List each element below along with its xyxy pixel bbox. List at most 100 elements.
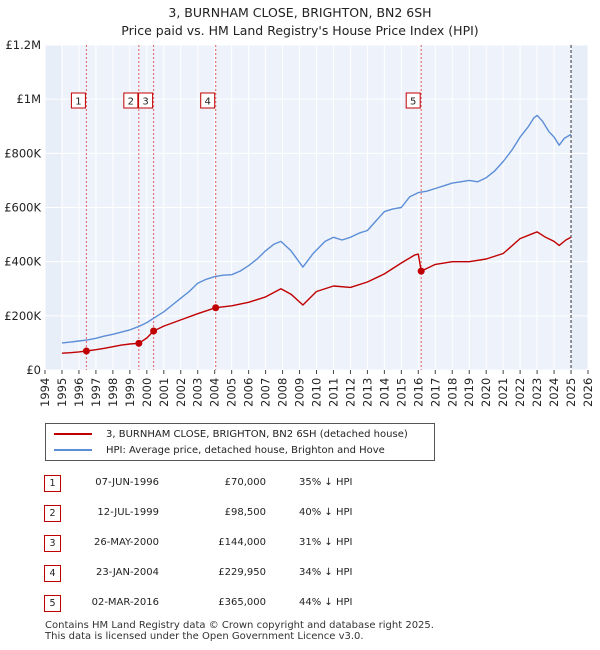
sale-number: 2 [44,505,61,522]
sale-date: 07-JUN-1996 [95,477,159,488]
sale-points [82,267,425,355]
sale-hpi-diff: 35% ↓ HPI [299,477,353,488]
x-tick-label: 2017 [428,378,442,407]
x-tick-label: 2023 [530,378,544,407]
hpi-line [61,114,572,344]
sale-row: 5 02-MAR-2016 £365,000 44% ↓ HPI [44,591,444,621]
x-tick-label: 2008 [276,378,290,407]
sale-point [417,267,425,275]
property-price-line [61,231,572,354]
x-tick-label: 2000 [140,378,154,407]
x-tick-label: 2020 [479,378,493,407]
sale-row: 3 26-MAY-2000 £144,000 31% ↓ HPI [44,531,444,561]
x-tick-label: 1997 [89,378,103,407]
sale-marker-lines [85,45,572,370]
sale-label-box [138,92,154,109]
sale-hpi-diff: 40% ↓ HPI [299,507,353,518]
x-tick-label: 2012 [343,378,357,407]
sale-date: 12-JUL-1999 [97,507,159,518]
x-tick-label: 2004 [208,378,222,407]
x-tick-label: 2005 [225,378,239,407]
sale-price: £365,000 [218,597,266,608]
sale-label-box [405,92,421,109]
x-tick-label: 1999 [123,378,137,407]
legend-swatch-hpi [54,449,92,451]
sale-hpi-diff: 44% ↓ HPI [299,597,353,608]
x-tick-label: 2010 [310,378,324,407]
sale-label-text: 1 [75,97,81,108]
legend-item-hpi: HPI: Average price, detached house, Brig… [54,442,385,458]
sale-label-text: 2 [128,97,134,108]
legend-label-hpi: HPI: Average price, detached house, Brig… [106,444,385,456]
x-tick-label: 2009 [293,378,307,407]
sale-hpi-diff: 34% ↓ HPI [299,567,353,578]
x-tick-label: 2026 [581,378,595,407]
sale-label-box [70,92,86,109]
x-tick-label: 2013 [360,378,374,407]
y-tick-label: £400K [4,255,41,269]
sale-date: 02-MAR-2016 [91,597,159,608]
legend: 3, BURNHAM CLOSE, BRIGHTON, BN2 6SH (det… [45,423,435,461]
sale-point [135,339,143,347]
legend-label-property: 3, BURNHAM CLOSE, BRIGHTON, BN2 6SH (det… [106,428,408,440]
sale-row: 2 12-JUL-1999 £98,500 40% ↓ HPI [44,501,444,531]
sale-label-box [123,92,139,109]
x-tick-label: 2016 [411,378,425,407]
y-tick-label: £200K [4,309,41,323]
title-line-2: Price paid vs. HM Land Registry's House … [121,23,479,38]
sale-price: £70,000 [224,477,266,488]
x-tick-label: 2002 [174,378,188,407]
sale-label-box [200,92,216,109]
sale-point [82,347,90,355]
footer-line-2: This data is licensed under the Open Gov… [45,631,364,642]
y-tick-label: £0 [26,363,41,377]
sales-table: 1 07-JUN-1996 £70,000 35% ↓ HPI 2 12-JUL… [44,471,444,621]
x-tick-label: 2025 [564,378,578,407]
legend-item-property: 3, BURNHAM CLOSE, BRIGHTON, BN2 6SH (det… [54,426,408,442]
y-tick-label: £1M [16,92,41,106]
footer-line-1: Contains HM Land Registry data © Crown c… [45,620,434,631]
series-lines [61,114,572,354]
x-tick-label: 1994 [38,378,52,407]
sale-hpi-diff: 31% ↓ HPI [299,537,353,548]
y-tick-label: £1.2M [5,38,41,52]
sale-label-text: 3 [142,97,148,108]
x-tick-label: 2011 [326,378,340,407]
sale-date: 26-MAY-2000 [93,537,159,548]
sale-number: 4 [44,565,61,582]
x-tick-label: 2021 [496,378,510,407]
x-tick-label: 2018 [445,378,459,407]
sale-date: 23-JAN-2004 [95,567,159,578]
sale-label-text: 4 [205,97,211,108]
x-tick-label: 1995 [55,378,69,407]
x-tick-label: 2022 [513,378,527,407]
sale-point [150,327,158,335]
chart-title: 3, BURNHAM CLOSE, BRIGHTON, BN2 6SH Pric… [0,4,600,40]
sale-price: £98,500 [224,507,266,518]
sale-price: £229,950 [218,567,266,578]
sale-row: 1 07-JUN-1996 £70,000 35% ↓ HPI [44,471,444,501]
x-tick-label: 2015 [394,378,408,407]
grid-lines [44,44,589,371]
y-tick-label: £800K [4,146,41,160]
legend-swatch-property [54,433,92,435]
sale-label-text: 5 [410,97,416,108]
x-tick-label: 2019 [462,378,476,407]
x-tick-label: 1996 [72,378,86,407]
y-tick-label: £600K [4,201,41,215]
sale-number: 5 [44,595,61,612]
x-axis: 1994 1995 1996 1997 1998 1999 2000 2001 2002 2003… [38,370,595,407]
title-line-1: 3, BURNHAM CLOSE, BRIGHTON, BN2 6SH [168,5,432,20]
x-tick-label: 2003 [191,378,205,407]
sale-point [212,304,220,312]
sale-number: 3 [44,535,61,552]
x-tick-label: 2014 [377,378,391,407]
sale-row: 4 23-JAN-2004 £229,950 34% ↓ HPI [44,561,444,591]
footer: Contains HM Land Registry data © Crown c… [45,620,434,642]
y-axis: £0 £200K £400K £600K £800K £1M £1.2M [4,38,41,377]
sale-price: £144,000 [218,537,266,548]
x-tick-label: 2007 [259,378,273,407]
x-tick-label: 2006 [242,378,256,407]
